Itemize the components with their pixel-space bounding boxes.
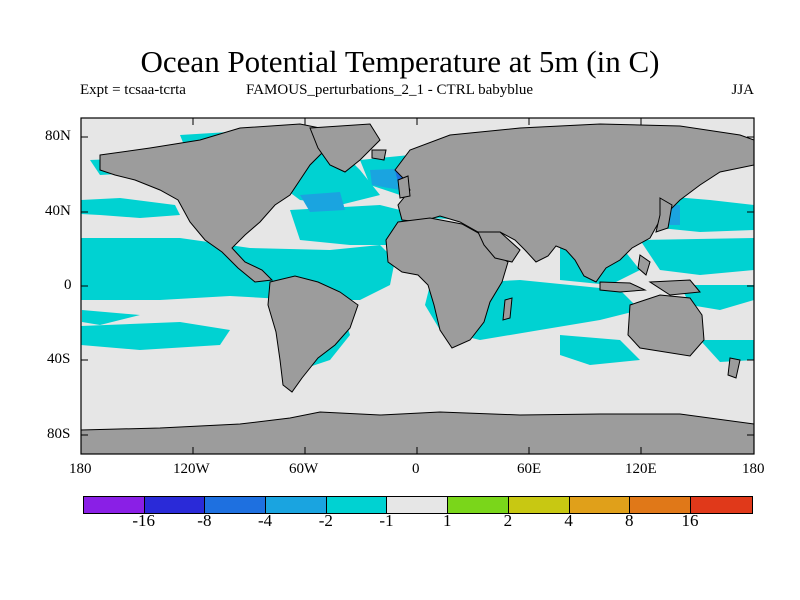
land-masses <box>81 123 754 454</box>
legend-color-box <box>448 497 509 513</box>
lon-label-60w: 60W <box>289 461 319 477</box>
legend-color-box <box>508 497 570 513</box>
legend-label: -8 <box>197 511 212 530</box>
legend-label: 2 <box>503 511 513 530</box>
run-label: FAMOUS_perturbations_2_1 - CTRL babyblue <box>246 82 534 98</box>
legend-label: 1 <box>442 511 452 530</box>
legend-label: 16 <box>681 511 699 530</box>
color-legend <box>83 496 753 514</box>
legend-label: -16 <box>132 511 156 530</box>
legend-color-box <box>387 497 449 513</box>
legend-label: 4 <box>564 511 573 530</box>
lon-label-60e: 60E <box>517 461 542 477</box>
legend-label: -2 <box>318 511 333 530</box>
legend-color-box <box>205 497 267 513</box>
legend-color-box <box>630 497 691 513</box>
lat-label-80s: 80S <box>47 426 71 442</box>
map-ticks <box>81 118 754 454</box>
map-title: Ocean Potential Temperature at 5m (in C) <box>140 44 660 79</box>
lat-label-40s: 40S <box>47 351 71 367</box>
legend-color-box <box>84 497 145 513</box>
lon-label-180w: 180 <box>69 461 92 477</box>
legend-label: 8 <box>625 511 634 530</box>
legend-color-box <box>569 497 631 513</box>
legend-color-box <box>326 497 388 513</box>
legend-color-box <box>690 497 752 513</box>
experiment-label: Expt = tcsaa-tcrta <box>80 82 186 98</box>
lon-label-180e: 180 <box>742 461 765 477</box>
legend-label: -1 <box>379 511 394 530</box>
legend-color-box <box>266 497 327 513</box>
season-label: JJA <box>731 82 754 98</box>
lon-label-0: 0 <box>412 461 420 477</box>
legend-color-box <box>144 497 206 513</box>
lon-label-120e: 120E <box>625 461 657 477</box>
lon-label-120w: 120W <box>173 461 210 477</box>
lat-label-80n: 80N <box>45 128 71 144</box>
legend-label: -4 <box>258 511 273 530</box>
lat-label-equator: 0 <box>64 277 72 293</box>
lat-label-40n: 40N <box>45 203 71 219</box>
